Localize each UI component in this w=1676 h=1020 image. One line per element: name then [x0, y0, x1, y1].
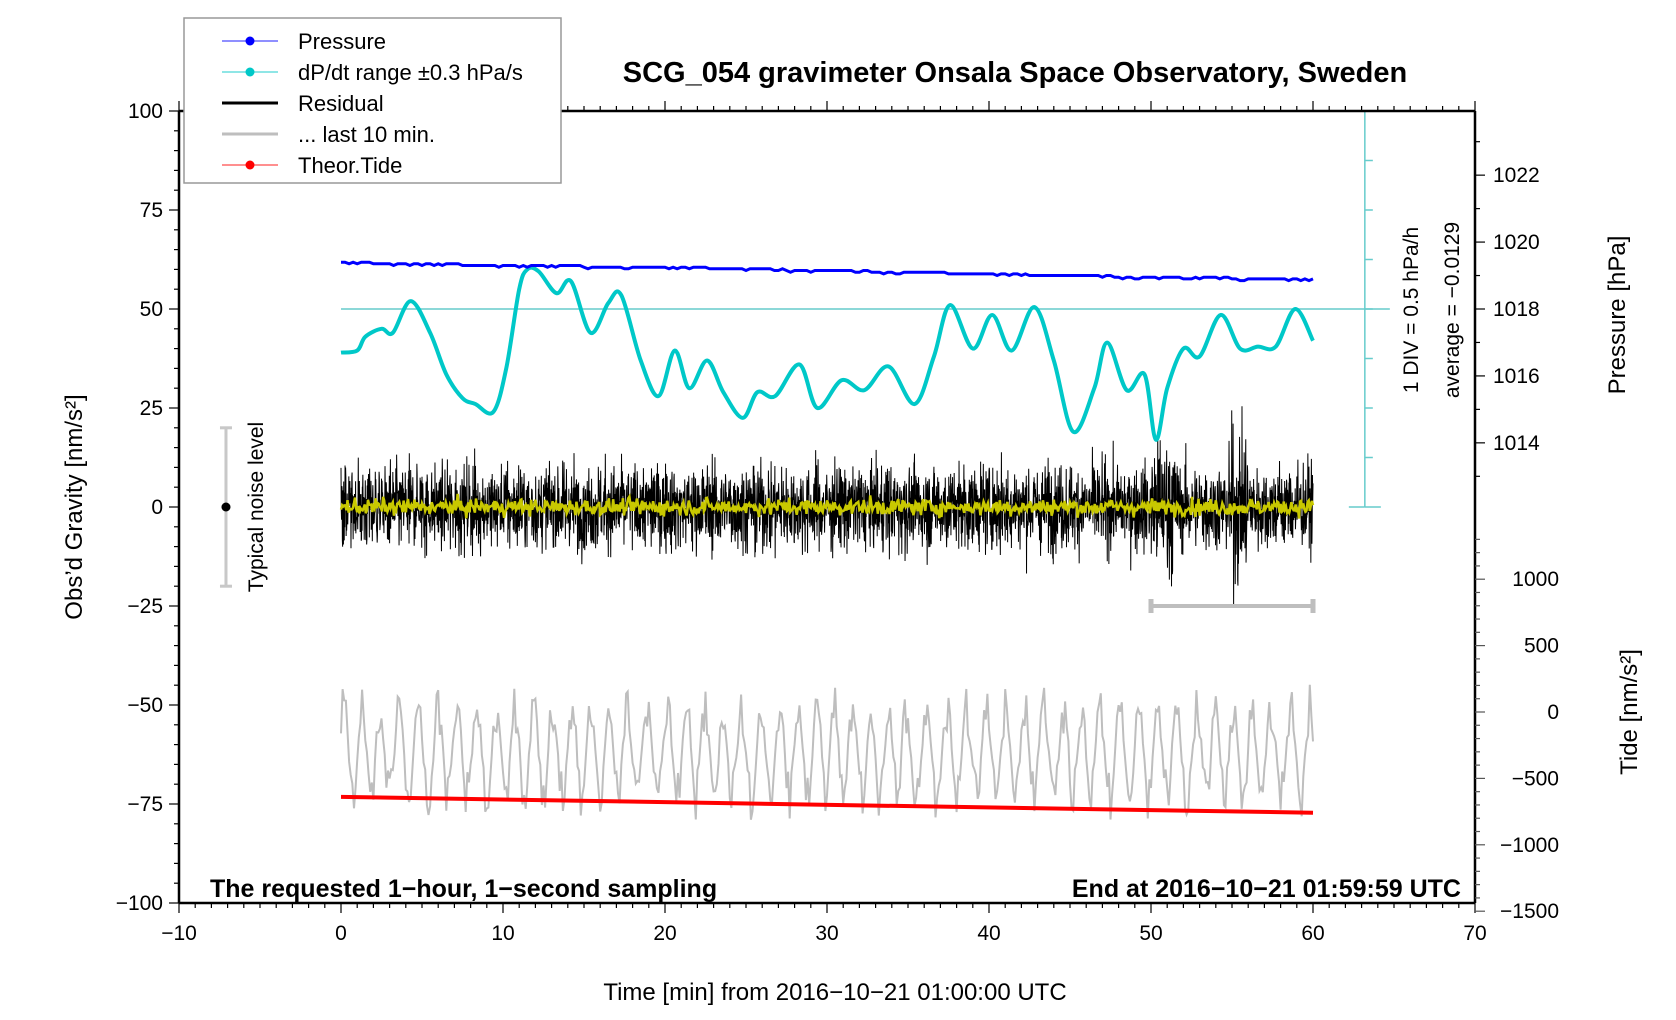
y-tick-label: 100	[128, 100, 163, 123]
axes-layer: −10 0 10 20 30 40 50 60 701007550250−25−50−75−10…	[116, 100, 1559, 945]
legend-label: dP/dt range ±0.3 hPa/s	[298, 60, 523, 85]
legend-swatch-dot	[245, 36, 255, 46]
x-tick-label: 70	[1463, 922, 1486, 945]
legend: Pressure dP/dt range ±0.3 hPa/s Residual..…	[183, 17, 562, 184]
y-axis-title-tide: Tide [nm/s²]	[1616, 649, 1643, 775]
annotation-sampling: The requested 1−hour, 1−second sampling	[210, 875, 717, 903]
tide-tick-label: −1500	[1500, 900, 1559, 923]
y-tick-label: −25	[127, 595, 163, 618]
legend-item: Pressure	[222, 29, 386, 54]
y-tick-label: −50	[127, 694, 163, 717]
residual-line	[340, 406, 1314, 606]
chart-title: SCG_054 gravimeter Onsala Space Observat…	[623, 57, 1407, 89]
tide-tick-label: −500	[1512, 767, 1559, 790]
noise-level-dot	[221, 502, 231, 512]
y-axis-title-left: Obs’d Gravity [nm/s²]	[61, 394, 88, 619]
pressure-tick-label: 1020	[1493, 231, 1540, 254]
x-tick-label: −10	[161, 922, 197, 945]
legend-item: Theor.Tide	[222, 153, 402, 178]
y-tick-label: 25	[140, 397, 163, 420]
y-tick-label: 75	[140, 199, 163, 222]
noise-level-label: Typical noise level	[245, 422, 268, 592]
x-axis-title: Time [min] from 2016−10−21 01:00:00 UTC	[603, 979, 1066, 1006]
x-tick-label: 60	[1301, 922, 1324, 945]
legend-item: dP/dt range ±0.3 hPa/s	[222, 60, 523, 85]
y-tick-label: 0	[151, 496, 163, 519]
legend-label: ... last 10 min.	[298, 122, 435, 147]
x-tick-label: 50	[1139, 922, 1162, 945]
legend-item: Residual	[222, 91, 384, 116]
tide-tick-label: 0	[1547, 701, 1559, 724]
residual-smoothed-line	[339, 493, 1315, 519]
pressure-tick-label: 1022	[1493, 164, 1540, 187]
y-tick-label: 50	[140, 298, 163, 321]
pressure-tick-label: 1016	[1493, 365, 1540, 388]
tide-tick-label: −1000	[1500, 834, 1559, 857]
y-tick-label: −100	[116, 892, 163, 915]
y-tick-label: −75	[127, 793, 163, 816]
x-tick-label: 10	[491, 922, 514, 945]
legend-box	[183, 17, 562, 184]
x-tick-label: 30	[815, 922, 838, 945]
tide-tick-label: 1000	[1512, 568, 1559, 591]
average-label: average = −0.0129	[1441, 222, 1464, 398]
x-tick-label: 0	[335, 922, 347, 945]
annotation-end-time: End at 2016−10−21 01:59:59 UTC	[1072, 875, 1461, 903]
y-axis-title-pressure: Pressure [hPa]	[1604, 236, 1631, 395]
last-10-min-line	[340, 684, 1314, 820]
legend-label: Pressure	[298, 29, 386, 54]
dpdt-line	[340, 265, 1315, 442]
div-label: 1 DIV = 0.5 hPa/h	[1400, 227, 1423, 393]
legend-swatch-dot	[245, 160, 255, 170]
pressure-tick-label: 1014	[1493, 432, 1540, 455]
legend-item: ... last 10 min.	[222, 122, 435, 147]
tide-tick-label: 500	[1524, 635, 1559, 658]
series-layer	[219, 110, 1390, 820]
pressure-line	[341, 260, 1314, 283]
legend-label: Residual	[298, 91, 384, 116]
legend-swatch-dot	[245, 67, 255, 77]
pressure-tick-label: 1018	[1493, 298, 1540, 321]
legend-label: Theor.Tide	[298, 153, 402, 178]
theor-tide-line	[340, 794, 1314, 815]
x-tick-label: 40	[977, 922, 1000, 945]
x-tick-label: 20	[653, 922, 676, 945]
